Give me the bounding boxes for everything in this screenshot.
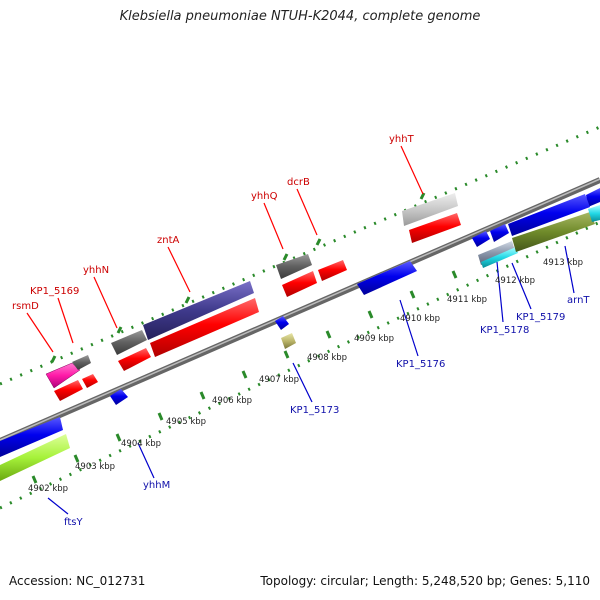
gene-labels-above: rsmD KP1_5169 yhhN zntA yhhQ dcrB yhhT: [12, 134, 415, 312]
gene-far-right-blue: [586, 188, 600, 207]
lower-strand-genes[interactable]: [0, 194, 600, 481]
lower-tick-track: [0, 220, 600, 510]
gene-KP1_5173: [281, 333, 296, 349]
gene-yhhM: [110, 389, 128, 405]
scale-label: 4911 kbp: [447, 295, 487, 305]
gene-KP1_5169: [72, 355, 91, 370]
scale-label: 4903 kbp: [75, 462, 115, 472]
gene-upper-small-2: [82, 374, 98, 388]
genome-summary: Topology: circular; Length: 5,248,520 bp…: [260, 574, 590, 588]
gene-right-blue-long: [508, 194, 590, 236]
gene-KP1_5176: [357, 261, 417, 295]
gene-label: zntA: [157, 235, 180, 246]
gene-label: rsmD: [12, 301, 39, 312]
genome-backbone: [0, 177, 600, 444]
gene-label: yhhN: [83, 265, 109, 276]
scale-label: 4907 kbp: [259, 375, 299, 385]
gene-label: yhhT: [389, 134, 415, 145]
scale-label: 4908 kbp: [307, 353, 347, 363]
gene-yhhQ: [276, 254, 312, 279]
gene-zntA: [143, 281, 254, 340]
gene-left-blue: [0, 417, 63, 457]
gene-yhhN: [111, 330, 147, 355]
scale-label: 4902 kbp: [28, 484, 68, 494]
gene-labels-below: ftsY yhhM KP1_5173 KP1_5176 KP1_5178 KP1…: [64, 295, 590, 528]
scale-label: 4913 kbp: [543, 258, 583, 268]
gene-upper-small-1: [54, 380, 83, 401]
leader-lines-above: [26, 145, 424, 353]
upper-strand-genes[interactable]: [45, 188, 600, 401]
gene-label: arnT: [567, 295, 590, 306]
gene-label: dcrB: [287, 177, 310, 188]
gene-arnT: [512, 212, 595, 252]
page-title: Klebsiella pneumoniae NTUH-K2044, comple…: [119, 9, 481, 24]
scale-labels: 4902 kbp 4903 kbp 4904 kbp 4905 kbp 4906…: [28, 258, 583, 494]
scale-label: 4906 kbp: [212, 396, 252, 406]
gene-yhhQ-red: [282, 271, 317, 297]
scale-label: 4912 kbp: [495, 276, 535, 286]
gene-right-blue-2: [490, 224, 509, 242]
gene-zntA-red: [150, 298, 259, 357]
scale-label: 4910 kbp: [400, 314, 440, 324]
upper-ticks: [50, 192, 426, 363]
accession-label: Accession: NC_012731: [9, 574, 146, 588]
scale-label: 4909 kbp: [354, 334, 394, 344]
gene-label: yhhQ: [251, 191, 278, 202]
gene-KP1_5179: [481, 247, 518, 268]
leader-lines-below: [47, 245, 575, 515]
gene-label: KP1_5173: [290, 405, 339, 416]
scale-label: 4905 kbp: [166, 417, 206, 427]
scale-label: 4904 kbp: [121, 439, 161, 449]
gene-arnT-cyan: [588, 205, 600, 222]
gene-yhhT: [402, 193, 458, 226]
gene-rsmD: [45, 362, 81, 389]
gene-KP1_5178: [478, 241, 515, 265]
gene-right-blue-1: [472, 231, 490, 247]
gene-label: KP1_5178: [480, 325, 529, 336]
gene-label: yhhM: [143, 480, 170, 491]
gene-label: KP1_5169: [30, 286, 79, 297]
gene-label: KP1_5176: [396, 359, 445, 370]
gene-dcrB: [318, 260, 347, 281]
gene-ftsY: [0, 434, 70, 481]
gene-label: ftsY: [64, 517, 83, 528]
gene-upper-red-3: [118, 348, 151, 371]
gene-yhhT-red: [409, 213, 461, 243]
gene-KP1_5173-blue: [275, 316, 289, 330]
gene-label: KP1_5179: [516, 312, 565, 323]
